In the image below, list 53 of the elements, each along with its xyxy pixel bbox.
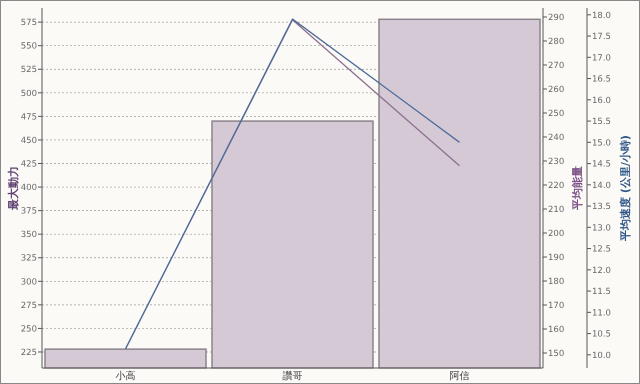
- y3-tick-label: 13.5: [592, 202, 611, 212]
- y3-tick-label: 10.0: [592, 350, 611, 361]
- y-tick-label: 550: [20, 42, 37, 52]
- y3-tick-label: 13.0: [592, 223, 611, 234]
- y2-tick-label: 180: [548, 276, 564, 287]
- y3-tick-label: 16.5: [592, 74, 611, 85]
- x-tick-label: 阿信: [450, 370, 470, 382]
- y2-tick-label: 210: [548, 204, 564, 215]
- y-tick-label: 375: [20, 206, 37, 217]
- y-tick-label: 500: [20, 88, 37, 99]
- y3-tick-label: 18.0: [592, 10, 611, 21]
- y3-tick-label: 10.5: [592, 330, 611, 340]
- y3-axis-title: 平均速度 (公里/小時): [618, 135, 632, 242]
- y-tick-label: 325: [20, 254, 37, 264]
- y3-tick-label: 16.0: [592, 96, 611, 106]
- y-tick-label: 275: [20, 300, 37, 311]
- y3-tick-label: 17.0: [592, 53, 611, 64]
- y3-tick-label: 11.0: [592, 308, 611, 318]
- y2-axis-title: 平均能量: [570, 166, 584, 211]
- y3-tick-label: 17.5: [592, 32, 611, 42]
- y3-tick-label: 15.5: [592, 117, 611, 128]
- y2-tick-label: 160: [548, 324, 564, 335]
- y-tick-label: 350: [20, 230, 37, 240]
- y2-tick-label: 260: [548, 84, 564, 95]
- y2-tick-label: 240: [548, 132, 564, 143]
- y-tick-label: 575: [20, 18, 37, 28]
- y3-tick-label: 12.5: [592, 244, 611, 255]
- x-tick-label: 讚哥: [282, 370, 302, 382]
- y2-tick-label: 220: [548, 180, 564, 191]
- y-tick-label: 300: [20, 277, 37, 288]
- y-tick-label: 225: [20, 348, 37, 358]
- y3-tick-label: 15.0: [592, 138, 611, 148]
- y-axis-title: 最大動力: [6, 166, 20, 211]
- y-tick-label: 525: [20, 65, 37, 76]
- y-tick-label: 400: [20, 183, 37, 194]
- y2-tick-label: 230: [548, 156, 564, 167]
- y-tick-label: 425: [20, 159, 37, 170]
- y2-tick-label: 200: [548, 228, 564, 239]
- y2-tick-label: 250: [548, 108, 564, 119]
- y3-tick-label: 14.0: [592, 180, 611, 191]
- y2-tick-label: 170: [548, 300, 564, 311]
- y3-tick-label: 12.0: [592, 266, 611, 276]
- y-tick-label: 475: [20, 112, 37, 122]
- y-tick-label: 450: [20, 136, 37, 146]
- y3-tick-label: 11.5: [592, 287, 611, 298]
- y2-tick-label: 150: [548, 348, 564, 359]
- y2-tick-label: 280: [548, 36, 564, 47]
- y2-tick-label: 270: [548, 60, 564, 71]
- x-tick-label: 小高: [116, 370, 136, 382]
- y2-tick-label: 290: [548, 12, 564, 23]
- y2-tick-label: 190: [548, 252, 564, 263]
- y3-tick-label: 14.5: [592, 160, 611, 170]
- y-tick-label: 250: [20, 324, 37, 334]
